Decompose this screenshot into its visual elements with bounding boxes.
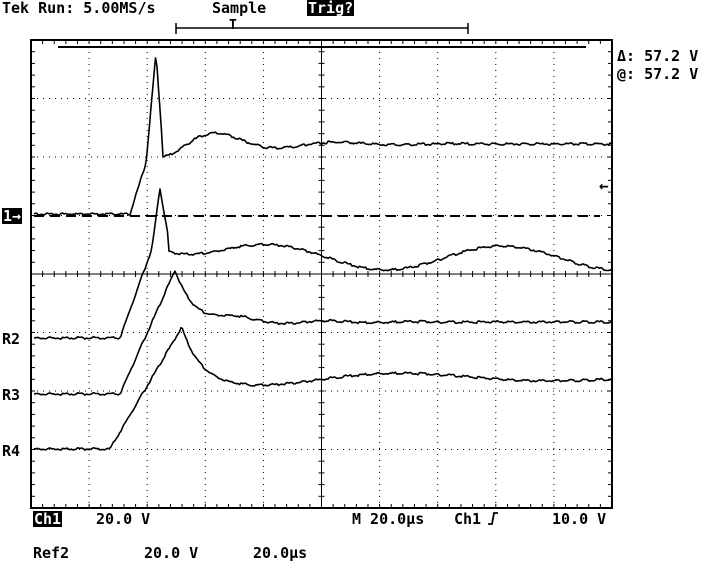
graticule <box>30 23 613 509</box>
trigger-status-badge: Trig? <box>307 0 355 17</box>
waveform-ref-4 <box>34 326 612 451</box>
channel-1-marker: 1→ <box>2 207 23 225</box>
brand-label: Tek <box>2 0 30 17</box>
waveform-ref-3 <box>34 270 612 396</box>
ref2-time-per-div: 20.0µs <box>253 544 308 562</box>
record-length-bracket <box>175 23 469 34</box>
waveforms <box>33 57 612 451</box>
ch1-volts-per-div: 20.0 V <box>96 510 151 528</box>
cursor-arrow-icon: ← <box>599 176 609 195</box>
cursor-delta-readout: Δ: 57.2 V <box>617 47 699 65</box>
ref2-volts-per-div: 20.0 V <box>144 544 199 562</box>
run-status: Run: 5.00MS/s <box>38 0 156 17</box>
trigger-position-marker: T <box>229 18 237 33</box>
trigger-source: Ch1 <box>454 510 482 528</box>
trigger-level: 10.0 V <box>552 510 607 528</box>
waveform-ch1 <box>33 57 612 216</box>
cursor-at-readout: @: 57.2 V <box>617 65 699 83</box>
ch1-label-badge: Ch1 <box>33 510 63 528</box>
ref-4-marker: R4 <box>2 442 21 460</box>
ref-2-marker: R2 <box>2 330 21 348</box>
acquisition-mode: Sample <box>212 0 267 17</box>
ref2-label: Ref2 <box>33 544 70 562</box>
header-brand-status: Tek Run: 5.00MS/s <box>2 0 156 16</box>
waveform-ref-2 <box>34 188 612 340</box>
ref-3-marker: R3 <box>2 386 21 404</box>
timebase-readout: M 20.0µs <box>352 510 425 528</box>
rising-edge-icon <box>487 511 499 528</box>
